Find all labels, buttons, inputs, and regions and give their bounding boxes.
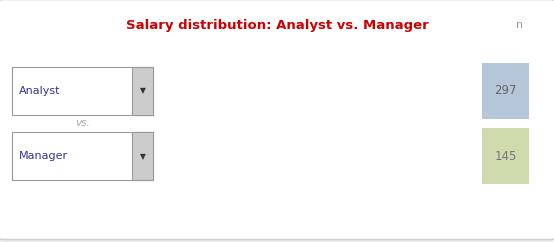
Text: ▼: ▼ <box>140 151 146 160</box>
Bar <box>211 77 226 105</box>
Text: Manager: Manager <box>19 151 68 161</box>
Text: ▼: ▼ <box>140 86 146 95</box>
Bar <box>214 142 232 170</box>
Text: Salary distribution: Analyst vs. Manager: Salary distribution: Analyst vs. Manager <box>126 19 428 32</box>
Text: n: n <box>516 20 523 30</box>
Text: 145: 145 <box>494 150 517 163</box>
Text: vs.: vs. <box>75 118 90 129</box>
Text: 297: 297 <box>494 84 517 97</box>
Text: Analyst: Analyst <box>19 86 60 96</box>
